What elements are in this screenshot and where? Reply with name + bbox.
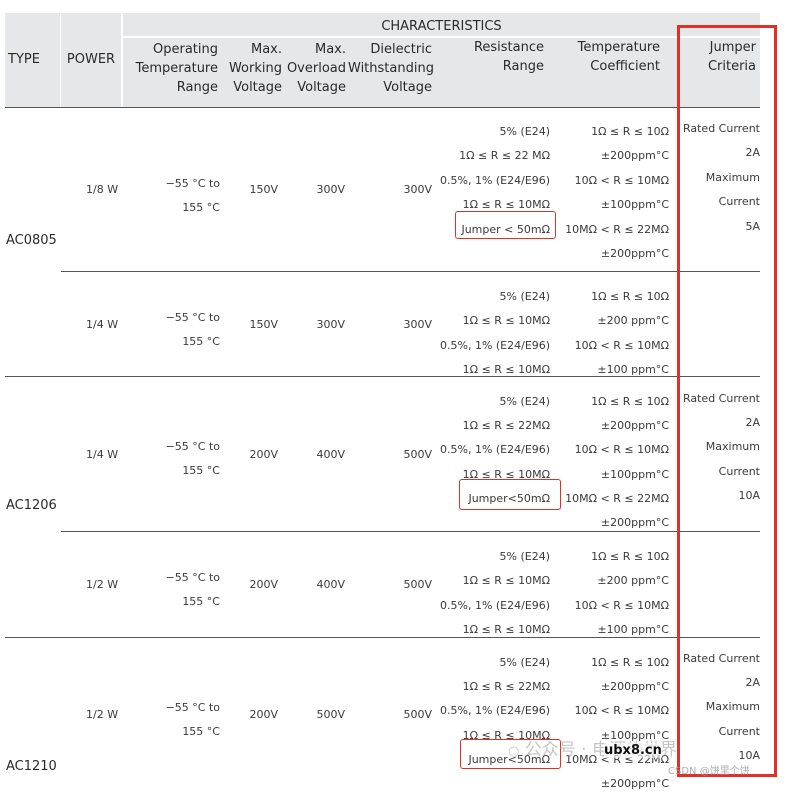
power-value: 1/8 W [86,183,119,196]
overload-voltage: 500V [316,708,345,721]
resistance-range: 5% (E24) 1Ω ≤ R ≤ 10MΩ 0.5%, 1% (E24/E96… [440,290,551,377]
temperature-coefficient: 1Ω ≤ R ≤ 10Ω ±200 ppm°C 10Ω < R ≤ 10MΩ ±… [574,290,669,377]
header-band-type [5,13,60,107]
temp-range: −55 °C to 155 °C [165,311,220,348]
model-ac1210: AC1210 [6,759,57,774]
resistance-range: 5% (E24) 1Ω ≤ R ≤ 10MΩ 0.5%, 1% (E24/E96… [440,550,551,637]
working-voltage: 150V [249,183,278,196]
dielectric-voltage: 300V [403,183,432,196]
header-band-characteristics [123,13,760,107]
jumper-criteria: Rated Current 2A Maximum Current 10A [682,392,760,502]
header-max-working: Max. Working Voltage [228,42,282,95]
working-voltage: 200V [249,578,278,591]
header-characteristics: CHARACTERISTICS [381,19,502,34]
header-max-overload: Max. Overload Voltage [286,42,346,95]
header-power: POWER [66,52,116,67]
characteristics-underline [123,36,760,38]
overload-voltage: 400V [316,448,345,461]
model-ac1206: AC1206 [6,498,57,513]
jumper-highlight-box [455,211,556,239]
wechat-icon: ○ [508,744,520,759]
overload-voltage: 300V [316,183,345,196]
resistance-range: 5% (E24) 1Ω ≤ R ≤ 22 MΩ 0.5%, 1% (E24/E9… [440,125,551,236]
overload-voltage: 300V [316,318,345,331]
power-value: 1/2 W [86,708,119,721]
jumper-criteria: Rated Current 2A Maximum Current 5A [682,122,760,233]
header-resistance: Resistance Range [473,40,544,74]
temperature-coefficient: 1Ω ≤ R ≤ 10Ω ±200ppm°C 10Ω < R ≤ 10MΩ ±1… [565,395,669,530]
model-ac0805: AC0805 [6,233,57,248]
temp-range: −55 °C to 155 °C [165,177,220,214]
dielectric-voltage: 500V [403,708,432,721]
dielectric-voltage: 500V [403,578,432,591]
header-type: TYPE [8,52,40,67]
temperature-coefficient: 1Ω ≤ R ≤ 10Ω ±200ppm°C 10Ω < R ≤ 10MΩ ±1… [565,656,669,791]
header-band-power [61,13,121,107]
rule-ac0805-sub [61,271,760,272]
header-dielectric: Dielectric Withstanding Voltage [348,42,434,95]
header-op-temp: Operating Temperature Range [135,42,218,95]
jumper-highlight-box [459,479,561,510]
power-value: 1/2 W [86,578,119,591]
site-watermark: ubx8.cn [604,743,662,758]
temperature-coefficient: 1Ω ≤ R ≤ 10Ω ±200 ppm°C 10Ω < R ≤ 10MΩ ±… [574,550,669,637]
working-voltage: 150V [249,318,278,331]
temp-range: −55 °C to 155 °C [165,571,220,608]
overload-voltage: 400V [316,578,345,591]
header-temp-coef: Temperature Coefficient [577,40,660,74]
dielectric-voltage: 500V [403,448,432,461]
rule-ac0805-ac1206 [5,376,760,377]
header-jumper: Jumper Criteria [707,40,756,74]
jumper-column-highlight [677,25,777,777]
jumper-highlight-box [460,739,561,769]
dielectric-voltage: 300V [403,318,432,331]
temp-range: −55 °C to 155 °C [165,701,220,738]
csdn-watermark: CSDN @饼里个饼 [668,766,750,777]
resistance-range: 5% (E24) 1Ω ≤ R ≤ 22MΩ 0.5%, 1% (E24/E96… [440,395,551,505]
power-value: 1/4 W [86,318,119,331]
working-voltage: 200V [249,708,278,721]
resistance-range: 5% (E24) 1Ω ≤ R ≤ 22MΩ 0.5%, 1% (E24/E96… [440,656,551,766]
header-bottom-rule [5,107,760,108]
rule-ac1206-ac1210 [5,637,760,638]
power-value: 1/4 W [86,448,119,461]
jumper-criteria: Rated Current 2A Maximum Current 10A [682,652,760,762]
working-voltage: 200V [249,448,278,461]
rule-ac1206-sub [61,531,760,532]
temp-range: −55 °C to 155 °C [165,440,220,477]
temperature-coefficient: 1Ω ≤ R ≤ 10Ω ±200ppm°C 10Ω < R ≤ 10MΩ ±1… [565,125,669,261]
